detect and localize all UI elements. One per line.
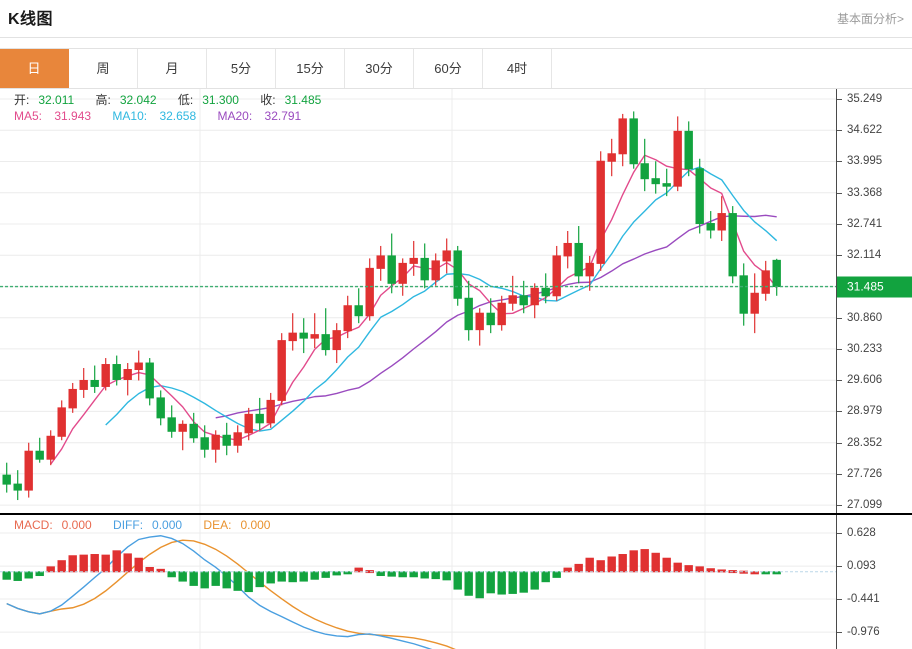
ma5-label: MA5: [14,109,43,123]
macd-panel[interactable]: MACD: 0.000 DIFF: 0.000 DEA: 0.000 0.628 0.0… [0,515,912,649]
high-label: 高: [95,93,111,107]
price-tick [837,380,842,382]
macd-axis-label: 0.628 [847,527,876,540]
macd-tick [837,599,842,601]
low-label: 低: [177,93,194,107]
chart-container[interactable]: 开: 32.011 高: 32.042 低: 31.300 收: 31.485 MA5:… [0,89,912,649]
price-tick [837,317,842,319]
fundamental-analysis-link[interactable]: 基本面分析> [836,12,904,26]
price-axis-label: 33.995 [847,155,883,168]
ma5-value: 31.943 [54,109,92,123]
tab-5[interactable]: 30分 [345,49,414,88]
kline-panel[interactable]: 开: 32.011 高: 32.042 低: 31.300 收: 31.485 MA5:… [0,89,912,515]
ma20-value: 32.791 [264,109,302,123]
macd-tick [837,566,842,568]
close-value: 31.485 [284,93,322,107]
price-axis-label: 28.352 [847,436,883,449]
macd-value: 0.000 [61,518,92,532]
high-value: 32.042 [119,93,157,107]
ma-legend: MA5: 31.943 MA10: 32.658 MA20: 32.791 [14,109,319,124]
macd-tick [837,533,842,535]
price-tick [837,411,842,413]
ohlc-legend: 开: 32.011 高: 32.042 低: 31.300 收: 31.485 [14,93,339,108]
price-axis-label: 32.741 [847,217,883,230]
price-axis: 35.249 34.622 33.995 33.368 32.741 32.114 31.4… [837,89,912,513]
price-axis-label: 35.249 [847,93,883,105]
price-tick [837,505,842,507]
price-tick [837,348,842,350]
price-axis-label: 30.860 [847,311,883,324]
ma10-label: MA10: [112,109,148,123]
price-axis-label: 28.979 [847,405,883,418]
price-tick [837,223,842,225]
open-value: 32.011 [38,93,75,107]
current-price-badge: 31.485 [837,276,912,298]
kline-svg [0,89,836,513]
macd-axis-label: -0.441 [847,593,880,606]
macd-axis-label: 0.093 [847,560,876,573]
tab-7[interactable]: 4时 [483,49,552,88]
price-tick [837,255,842,257]
macd-legend: MACD: 0.000 DIFF: 0.000 DEA: 0.000 [14,518,288,533]
tab-0[interactable]: 日 [0,49,69,88]
low-value: 31.300 [202,93,239,107]
dea-value: 0.000 [240,518,271,532]
tab-1[interactable]: 周 [69,49,138,88]
macd-axis-label: -0.976 [847,626,880,639]
price-axis-label: 34.622 [847,124,883,137]
tab-6[interactable]: 60分 [414,49,483,88]
kline-plot-area[interactable] [0,89,837,513]
close-label: 收: [260,93,276,107]
diff-label: DIFF: [113,518,144,532]
open-label: 开: [14,93,30,107]
macd-label: MACD: [14,518,53,532]
period-tabbar: 日周月 5分 15分 30分 60分 4时 [0,48,912,89]
diff-value: 0.000 [152,518,183,532]
macd-plot-area[interactable] [0,515,837,649]
tab-3[interactable]: 5分 [207,49,276,88]
macd-axis: 0.628 0.093 -0.441 -0.976 [837,515,912,649]
price-tick [837,130,842,132]
page-header: K线图 基本面分析> [0,0,912,38]
price-axis-label: 27.099 [847,499,883,512]
price-tick [837,442,842,444]
price-tick [837,161,842,163]
price-axis-label: 33.368 [847,186,883,199]
price-tick [837,473,842,475]
price-tick [837,192,842,194]
tabbar-filler [552,49,912,88]
dea-label: DEA: [203,518,232,532]
price-axis-label: 27.726 [847,467,883,480]
price-axis-label: 32.114 [847,249,882,262]
price-axis-label: 30.233 [847,342,883,355]
price-tick [837,99,842,100]
price-axis-label: 29.606 [847,374,883,387]
page-title: K线图 [8,11,54,28]
ma10-value: 32.658 [159,109,197,123]
macd-svg [0,515,836,649]
macd-tick [837,632,842,634]
ma20-label: MA20: [217,109,253,123]
tab-2[interactable]: 月 [138,49,207,88]
tab-4[interactable]: 15分 [276,49,345,88]
